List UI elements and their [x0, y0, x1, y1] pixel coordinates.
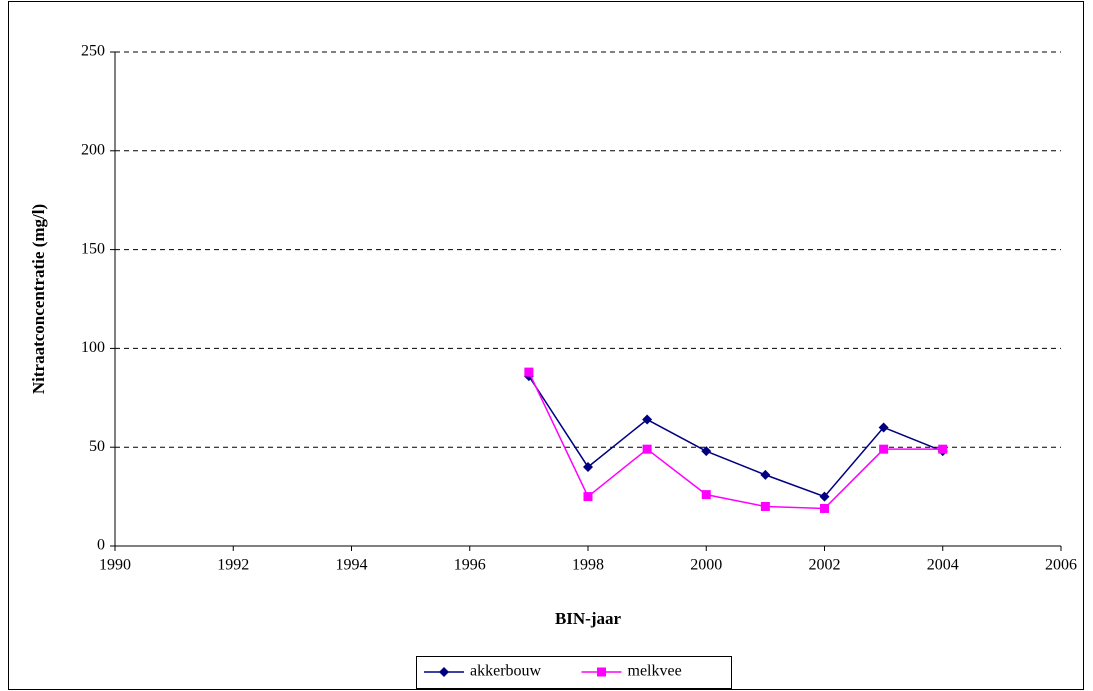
series-line: [528, 371, 943, 510]
marker: [819, 491, 830, 502]
marker: [439, 667, 449, 677]
legend-label: akkerbouw: [470, 663, 542, 680]
marker: [701, 446, 712, 457]
y-axis-title: Nitraatconcentratie (mg/l): [29, 204, 48, 394]
marker: [642, 444, 652, 454]
x-tick-label: 2004: [927, 557, 959, 574]
x-tick-label: 1992: [217, 557, 249, 574]
legend-box: [416, 656, 732, 689]
chart-border: [8, 1, 1084, 690]
y-tick-label: 0: [97, 537, 105, 554]
marker: [878, 422, 889, 433]
y-tick-label: 200: [81, 141, 105, 158]
y-tick-label: 150: [81, 240, 105, 257]
x-axis-title: BIN-jaar: [555, 609, 622, 628]
marker: [879, 444, 889, 454]
x-tick-label: 2000: [690, 557, 722, 574]
x-tick-label: 1998: [572, 557, 604, 574]
marker: [583, 461, 593, 472]
marker: [597, 667, 606, 677]
legend-label: melkvee: [628, 663, 682, 680]
x-tick-label: 1996: [454, 557, 486, 574]
x-tick-label: 2006: [1045, 557, 1077, 574]
x-tick-label: 2002: [809, 557, 841, 574]
x-tick-label: 1994: [336, 557, 368, 574]
marker: [938, 444, 948, 454]
marker: [583, 492, 593, 502]
series-line: [528, 375, 944, 498]
x-tick-label: 1990: [99, 557, 131, 574]
marker: [701, 490, 711, 500]
marker: [524, 367, 534, 377]
marker: [820, 503, 829, 513]
marker: [760, 501, 770, 511]
y-tick-label: 50: [89, 438, 105, 455]
y-tick-label: 100: [81, 339, 105, 356]
marker: [642, 414, 653, 425]
marker: [760, 469, 771, 480]
y-tick-label: 250: [81, 43, 105, 60]
